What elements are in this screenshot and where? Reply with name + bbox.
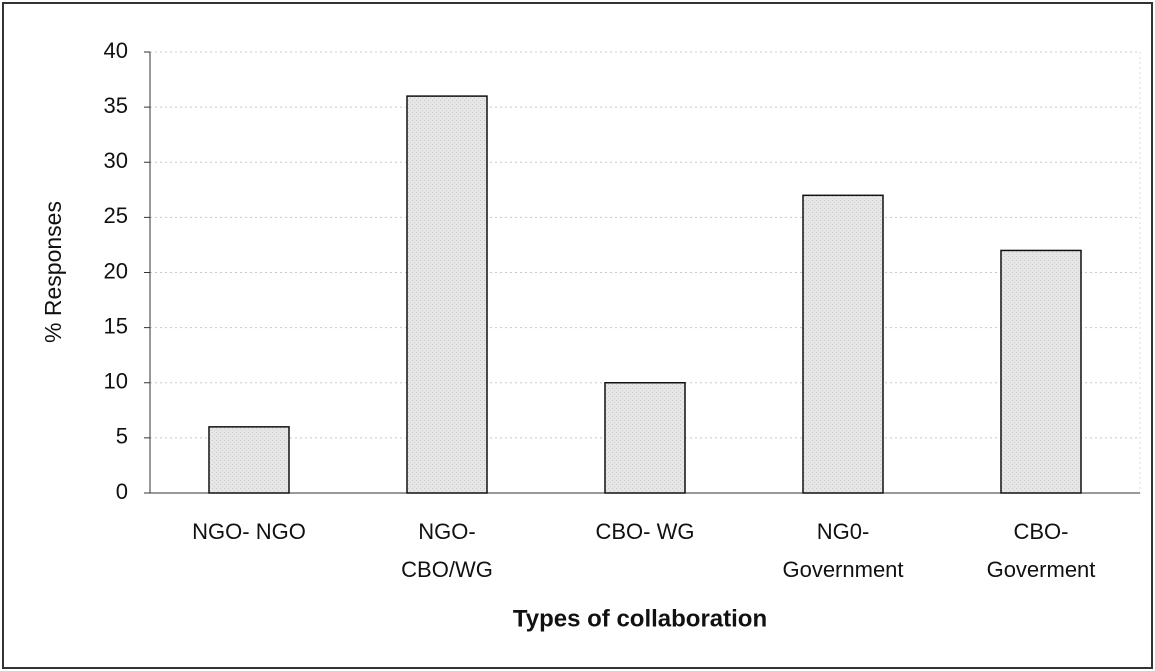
bar xyxy=(1000,249,1082,494)
x-tick-label: CBO- WG xyxy=(596,519,695,544)
bar xyxy=(406,95,488,494)
y-tick-label: 5 xyxy=(116,424,128,449)
y-tick-label: 15 xyxy=(104,313,128,338)
x-tick-label: NG0-Government xyxy=(782,519,903,582)
y-tick-label: 10 xyxy=(104,369,128,394)
x-tick-label: NGO- NGO xyxy=(192,519,306,544)
y-tick-label: 0 xyxy=(116,479,128,504)
y-tick-label: 30 xyxy=(104,148,128,173)
x-tick-label: CBO-Goverment xyxy=(987,519,1096,582)
x-axis-title: Types of collaboration xyxy=(513,605,767,632)
bar xyxy=(802,194,884,494)
y-axis-title: % Responses xyxy=(40,201,66,343)
y-tick-label: 40 xyxy=(104,38,128,63)
bar xyxy=(208,426,290,494)
x-tick-label: NGO-CBO/WG xyxy=(401,519,493,582)
y-tick-label: 20 xyxy=(104,258,128,283)
bar xyxy=(604,382,686,494)
y-tick-label: 35 xyxy=(104,93,128,118)
y-tick-label: 25 xyxy=(104,203,128,228)
